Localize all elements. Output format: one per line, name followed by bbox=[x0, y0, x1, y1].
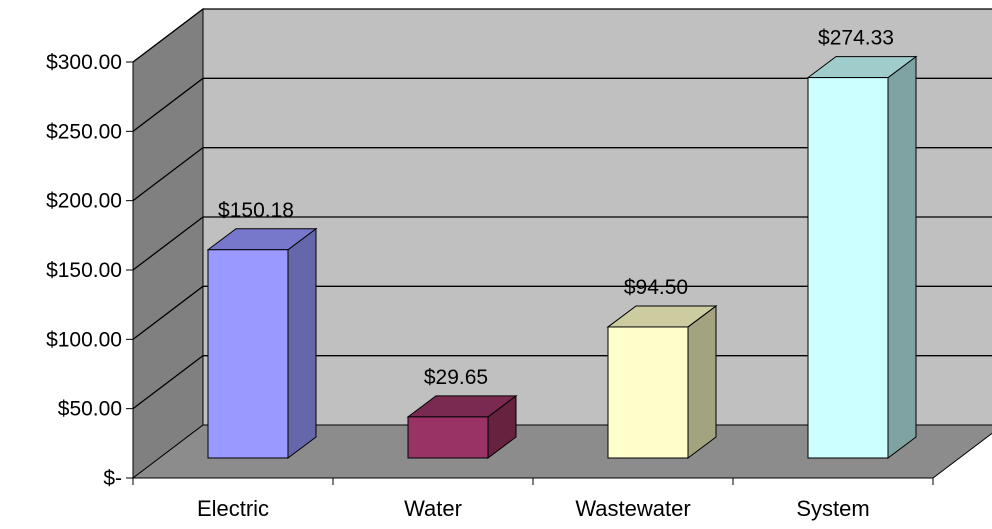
y-tick-label: $300.00 bbox=[46, 51, 122, 74]
y-tick-label: $250.00 bbox=[46, 120, 122, 143]
data-label: $150.18 bbox=[218, 199, 294, 222]
y-axis: $- $50.00 $100.00 $150.00 $200.00 $250.00 $300… bbox=[46, 51, 134, 490]
y-tick-label: $100.00 bbox=[46, 328, 122, 351]
y-tick-label: $50.00 bbox=[58, 398, 122, 421]
gridline bbox=[132, 8, 992, 63]
x-category-label: System bbox=[796, 496, 869, 521]
x-axis: Electric Water Wastewater System bbox=[132, 477, 934, 521]
x-category-label: Water bbox=[404, 496, 462, 521]
gridline bbox=[132, 285, 992, 340]
bar-side bbox=[287, 227, 317, 459]
bar-front bbox=[207, 249, 289, 459]
bars bbox=[206, 55, 918, 459]
bar-front bbox=[807, 77, 889, 459]
y-tick-label: $- bbox=[103, 467, 122, 490]
bar-water bbox=[406, 394, 518, 459]
x-category-label: Electric bbox=[197, 496, 269, 521]
bar-side bbox=[887, 55, 917, 459]
bar-front bbox=[407, 416, 489, 459]
bar-wastewater bbox=[606, 304, 718, 459]
gridline bbox=[132, 147, 992, 202]
bar-front bbox=[607, 326, 689, 459]
y-tick-label: $200.00 bbox=[46, 190, 122, 213]
gridline bbox=[132, 355, 992, 410]
data-labels: $150.18 $29.65 $94.50 $274.33 bbox=[218, 27, 894, 389]
gridline bbox=[132, 216, 992, 271]
bar-side bbox=[687, 304, 717, 459]
data-label: $94.50 bbox=[624, 276, 688, 299]
bar-electric bbox=[206, 227, 318, 459]
y-tick-label: $150.00 bbox=[46, 259, 122, 282]
x-category-label: Wastewater bbox=[575, 496, 690, 521]
data-label: $274.33 bbox=[818, 27, 894, 50]
gridlines bbox=[132, 8, 992, 410]
gridline bbox=[132, 77, 992, 132]
data-label: $29.65 bbox=[424, 366, 488, 389]
bar-system bbox=[806, 55, 918, 459]
